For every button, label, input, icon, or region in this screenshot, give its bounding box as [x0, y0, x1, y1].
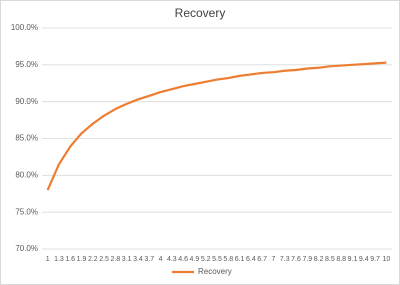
y-tick-label: 100.0% — [11, 23, 38, 32]
x-tick-label: 9.4 — [359, 256, 369, 263]
y-tick-label: 70.0% — [15, 244, 38, 253]
x-tick-label: 7.6 — [291, 256, 301, 263]
x-tick-label: 5.5 — [212, 256, 222, 263]
x-tick-label: 6.1 — [235, 256, 245, 263]
x-tick-label: 1.6 — [65, 256, 75, 263]
y-tick-label: 90.0% — [15, 97, 38, 106]
x-tick-label: 8.8 — [336, 256, 346, 263]
x-tick-label: 5.8 — [223, 256, 233, 263]
x-tick-label: 7.3 — [280, 256, 290, 263]
x-tick-label: 4.3 — [167, 256, 177, 263]
x-tick-label: 2.5 — [99, 256, 109, 263]
x-tick-label: 3.1 — [122, 256, 132, 263]
x-tick-label: 9.7 — [370, 256, 380, 263]
y-tick-label: 85.0% — [15, 134, 38, 143]
chart-title: Recovery — [175, 6, 226, 20]
x-tick-label: 8.2 — [314, 256, 324, 263]
x-tick-label: 7.9 — [302, 256, 312, 263]
x-tick-label: 5.2 — [201, 256, 211, 263]
x-tick-label: 9.1 — [348, 256, 358, 263]
x-tick-label: 4.9 — [190, 256, 200, 263]
y-tick-label: 95.0% — [15, 60, 38, 69]
data-line — [46, 61, 387, 191]
x-tick-label: 4.6 — [178, 256, 188, 263]
legend-label: Recovery — [198, 267, 232, 276]
y-tick-label: 80.0% — [15, 170, 38, 179]
x-tick-label: 4 — [159, 256, 163, 263]
x-tick-label: 6.7 — [257, 256, 267, 263]
x-tick-label: 1.9 — [77, 256, 87, 263]
x-tick-label: 8.5 — [325, 256, 335, 263]
x-tick-label: 10 — [382, 256, 390, 263]
x-tick-label: 3.7 — [144, 256, 154, 263]
x-tick-label: 7 — [271, 256, 275, 263]
x-tick-label: 2.2 — [88, 256, 98, 263]
x-tick-label: 6.4 — [246, 256, 256, 263]
x-tick-label: 3.4 — [133, 256, 143, 263]
x-tick-label: 2.8 — [111, 256, 121, 263]
x-tick-label: 1 — [46, 256, 50, 263]
y-tick-label: 75.0% — [15, 207, 38, 216]
x-tick-label: 1.3 — [54, 256, 64, 263]
